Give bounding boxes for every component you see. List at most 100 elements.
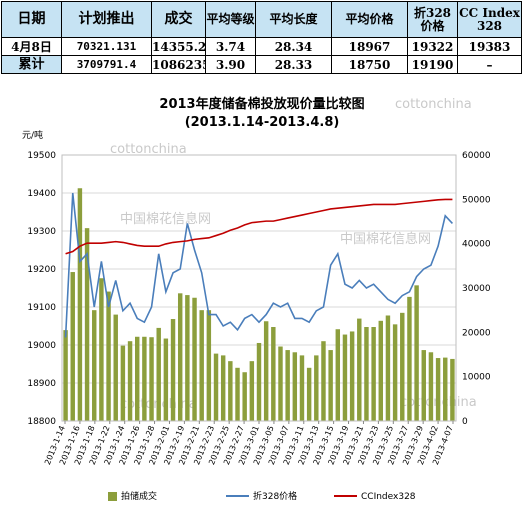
row-price: 18967	[331, 37, 408, 56]
bar	[170, 319, 176, 421]
bar	[235, 367, 240, 421]
y-tick-label-right: 10000	[462, 373, 491, 383]
y-tick-label-left: 19400	[27, 189, 56, 199]
legend-label: 拍储成交	[121, 490, 157, 502]
bar	[135, 336, 140, 421]
axes-layer: 18800 18900 19000 19100 19200 19300 19400 19500…	[27, 151, 491, 466]
bar	[342, 334, 348, 421]
bar	[392, 324, 398, 421]
legend-label: 折328价格	[253, 490, 297, 502]
y-tick-label-right: 40000	[462, 240, 491, 250]
header-date: 日期	[1, 1, 62, 38]
legend-swatch	[108, 492, 117, 501]
header-cc-index: CC Index 328	[457, 1, 522, 38]
table-row: 累计 3709791.4 1086235 3.90 28.33 18750 19…	[1, 55, 522, 74]
row-grade: 3.90	[205, 55, 256, 74]
row-planned: 3709791.4	[61, 55, 152, 74]
header-traded: 成交	[151, 1, 206, 38]
bar	[278, 346, 283, 421]
y-axis-label: 元/吨	[22, 129, 43, 141]
header-price-328: 折328价格	[407, 1, 458, 38]
bar	[156, 327, 161, 421]
bar	[385, 315, 391, 421]
row-price-328: 19322	[407, 37, 458, 56]
summary-table: 日期 计划推出 成交 平均等级 平均长度 平均价格 折328价格 CC Inde…	[1, 1, 522, 74]
bar	[364, 327, 369, 421]
row-date: 累计	[1, 55, 62, 74]
bar	[450, 358, 455, 421]
bar	[306, 367, 312, 421]
legend-label: CCIndex328	[361, 492, 416, 502]
bar	[371, 327, 376, 421]
y-tick-label-left: 18800	[27, 417, 56, 427]
row-cc-index: 19383	[457, 37, 522, 56]
y-tick-label-right: 60000	[462, 151, 491, 161]
bar	[321, 341, 326, 421]
bar	[357, 318, 362, 421]
watermark-text: cottonchina	[395, 97, 472, 112]
bar	[149, 337, 154, 421]
watermark-text: 中国棉花信息网	[120, 211, 211, 227]
price-328-line	[64, 192, 454, 338]
bar	[271, 327, 276, 421]
legend: 拍储成交 折328价格 CCIndex328	[108, 490, 416, 502]
row-grade: 3.74	[205, 37, 256, 56]
bar	[106, 291, 111, 421]
bar	[263, 321, 269, 421]
bar	[299, 355, 305, 421]
bar	[349, 331, 355, 421]
bar	[213, 353, 219, 421]
bar	[314, 355, 319, 421]
bar	[220, 355, 226, 421]
bar	[256, 342, 262, 421]
bar	[378, 320, 383, 421]
bar	[63, 330, 68, 421]
chart-title: 2013年度储备棉投放现价量比较图	[159, 96, 364, 112]
bar	[92, 310, 97, 421]
bar	[120, 345, 126, 421]
row-traded: 1086235	[151, 55, 206, 74]
bar	[335, 329, 341, 421]
row-length: 28.34	[255, 37, 332, 56]
bar	[142, 336, 147, 421]
table-row: 4月8日 70321.131 14355.2 3.74 28.34 18967 …	[1, 37, 522, 56]
line-series	[64, 192, 454, 338]
bar	[242, 372, 247, 421]
y-tick-label-left: 19200	[27, 265, 56, 275]
bar	[163, 338, 169, 421]
bar	[185, 295, 190, 421]
y-tick-label-left: 19300	[27, 227, 56, 237]
bar	[199, 310, 204, 421]
bar	[206, 310, 212, 421]
price-volume-chart: cottonchina 中国棉花信息网 中国棉花信息网 cottonchina …	[22, 96, 491, 502]
row-cc-index: –	[457, 55, 522, 74]
row-date: 4月8日	[1, 37, 62, 56]
bar	[443, 357, 448, 421]
bar	[113, 314, 118, 421]
table-header-row: 日期 计划推出 成交 平均等级 平均长度 平均价格 折328价格 CC Inde…	[1, 1, 522, 38]
bar	[414, 285, 419, 421]
y-tick-label-left: 19100	[27, 303, 56, 313]
bar	[70, 272, 75, 421]
bar	[328, 350, 333, 421]
ccindex-line	[65, 198, 453, 255]
row-planned: 70321.131	[61, 37, 152, 56]
y-tick-label-left: 19000	[27, 341, 56, 351]
bar	[292, 352, 298, 421]
bar	[435, 358, 441, 421]
header-avg-grade: 平均等级	[205, 1, 256, 38]
y-tick-label-right: 20000	[462, 328, 491, 338]
bar	[84, 228, 90, 421]
y-tick-label-right: 30000	[462, 284, 491, 294]
y-tick-label-right: 50000	[462, 195, 491, 205]
bar	[421, 350, 426, 421]
bar	[177, 293, 183, 421]
header-planned: 计划推出	[61, 1, 152, 38]
header-avg-price: 平均价格	[331, 1, 408, 38]
bar	[400, 312, 405, 421]
watermark-text: 中国棉花信息网	[340, 231, 431, 247]
bar	[77, 188, 83, 421]
y-tick-label-right: 0	[462, 417, 468, 427]
bar	[428, 352, 434, 421]
row-price: 18750	[331, 55, 408, 74]
